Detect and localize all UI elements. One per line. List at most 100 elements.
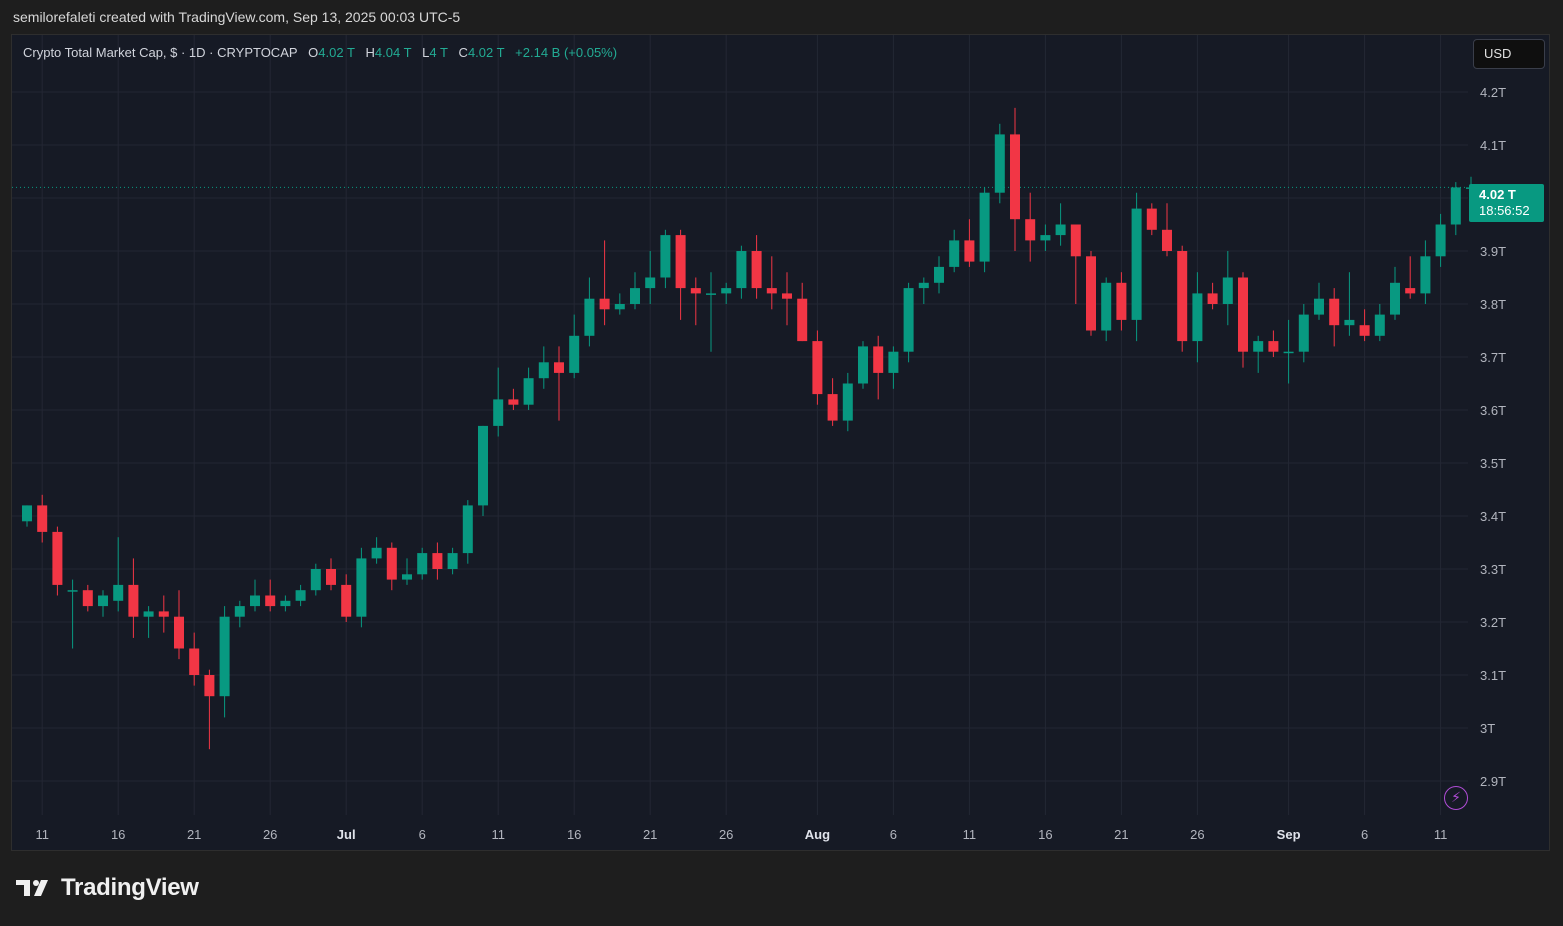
candle-body [402,574,412,580]
candle-body [994,134,1005,193]
last-price-value: 4.02 T [1479,187,1516,202]
candle [341,574,352,622]
candle-body [1450,187,1461,225]
candle-body [873,346,884,373]
candle [630,272,640,310]
candle-body [265,595,276,607]
candle [903,282,914,363]
y-tick-label: 3.9T [1480,244,1506,259]
candle-body [280,600,291,607]
candle-body [1314,298,1324,315]
candle [554,346,564,421]
candle [1055,203,1066,246]
symbol-legend: Crypto Total Market Cap, $ · 1D · CRYPTO… [23,45,617,60]
y-tick-label: 3.5T [1480,456,1506,471]
x-tick-label: 11 [491,827,505,842]
x-tick-label: 21 [187,827,201,842]
grid-lines [12,35,1468,815]
candle-body [310,569,321,591]
x-tick-label: 6 [890,827,897,842]
x-tick-label: 26 [1190,827,1204,842]
candle [508,388,519,410]
candle-body [690,288,701,294]
candle-body [736,251,747,289]
candle-body [1207,293,1218,304]
candle [204,669,215,750]
price-axis: 2.9T 3T 3.1T 3.2T 3.3T 3.4T 3.5T 3.6T 3.7T 3.8T 3.… [1480,85,1506,789]
candle [265,579,276,612]
candle-body [614,304,625,310]
y-tick-label: 3T [1480,721,1495,736]
candle [1298,304,1309,363]
candle [386,542,397,591]
x-tick-label: 16 [567,827,581,842]
bar-countdown: 18:56:52 [1479,203,1530,218]
candle-body [1101,282,1112,331]
candle [432,542,443,580]
x-tick-label: 16 [111,827,125,842]
y-tick-label: 3.3T [1480,562,1506,577]
candle [1405,256,1416,299]
candle [158,595,169,633]
candle [22,505,32,527]
candle [67,579,78,649]
candlestick-chart[interactable]: 2.9T 3T 3.1T 3.2T 3.3T 3.4T 3.5T 3.6T 3.7T 3.8T 3.… [12,35,1549,850]
candle [858,341,868,389]
candle-body [1086,256,1096,331]
candle-body [721,288,732,294]
candle [326,558,336,591]
candle [766,256,777,310]
candle-body [523,378,534,405]
candle [1359,309,1370,342]
candle-body [1146,208,1157,230]
chart-panel[interactable]: 2.9T 3T 3.1T 3.2T 3.3T 3.4T 3.5T 3.6T 3.7T 3.8T 3.… [11,34,1550,851]
candle [888,346,899,389]
lightning-icon[interactable]: ⚡︎ [1444,786,1468,810]
candle-body [964,240,975,262]
candle-body [1131,208,1142,320]
candle [934,256,944,294]
chart-attribution: semilorefaleti created with TradingView.… [13,9,461,25]
x-tick-label: 16 [1038,827,1052,842]
candle [174,590,184,660]
candle-body [189,648,200,675]
candle-body [143,611,154,617]
candle-body [1040,235,1051,241]
currency-button[interactable]: USD [1473,39,1545,69]
candle-body [918,282,929,289]
x-tick-label: Sep [1277,827,1301,842]
candle-body [462,505,473,554]
candle [873,335,884,400]
candle [523,367,534,410]
candle-body [1253,341,1264,352]
candle [310,563,321,596]
candle-body [1390,282,1400,315]
candle-body [82,590,93,607]
y-tick-label: 3.6T [1480,403,1506,418]
candle [1420,240,1431,304]
candle [189,632,200,686]
candle [98,590,108,617]
candle [842,372,853,432]
candle [1116,272,1127,331]
candle-body [858,346,868,384]
candle [402,558,412,585]
high-label: H [365,45,375,60]
candle [1101,277,1112,342]
candle [234,600,245,628]
candle-body [219,616,230,697]
candle [1283,319,1294,384]
candle [569,314,580,379]
candle [52,526,63,596]
candle-body [37,505,48,532]
candle [1192,272,1203,363]
candle-body [827,394,838,421]
candle-body [888,351,899,373]
candle [113,537,124,612]
candle-body [341,584,352,617]
candle [1207,282,1218,310]
candle-body [1420,256,1431,294]
candle-body [158,611,169,617]
candle-body [22,505,32,522]
y-tick-label: 3.7T [1480,350,1506,365]
